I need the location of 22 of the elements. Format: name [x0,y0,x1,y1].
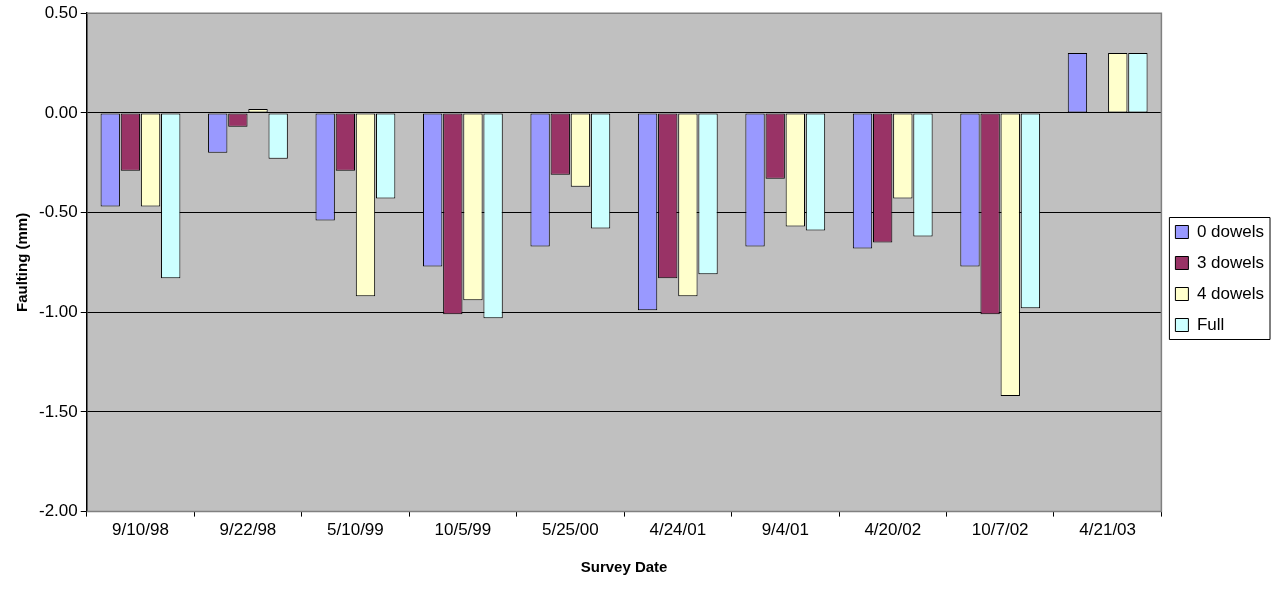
y-axis-title: Faulting (mm) [13,212,31,312]
x-tick-label: 10/7/02 [971,520,1029,540]
y-tick-label: 0.00 [44,102,78,122]
legend-label: 4 dowels [1196,283,1265,303]
x-tick-label: 5/25/00 [541,520,599,540]
legend-label: 3 dowels [1196,252,1265,272]
y-tick-label: -1.50 [39,401,78,421]
x-tick-label: 4/24/01 [649,520,707,540]
y-tick-label: 0.50 [44,2,78,22]
x-tick-label: 4/21/03 [1079,520,1137,540]
y-tick-label: -2.00 [39,501,78,521]
legend-label: 0 dowels [1196,221,1265,241]
x-tick-label: 10/5/99 [434,520,492,540]
y-tick-label: -0.50 [39,202,78,222]
x-axis-title: Survey Date [580,558,668,576]
y-tick-label: -1.00 [39,301,78,321]
x-tick-label: 9/4/01 [761,520,809,540]
x-tick-label: 4/20/02 [864,520,922,540]
legend-label: Full [1196,314,1225,334]
x-tick-label: 9/22/98 [219,520,277,540]
x-tick-label: 5/10/99 [327,520,384,540]
x-tick-label: 9/10/98 [112,520,169,540]
